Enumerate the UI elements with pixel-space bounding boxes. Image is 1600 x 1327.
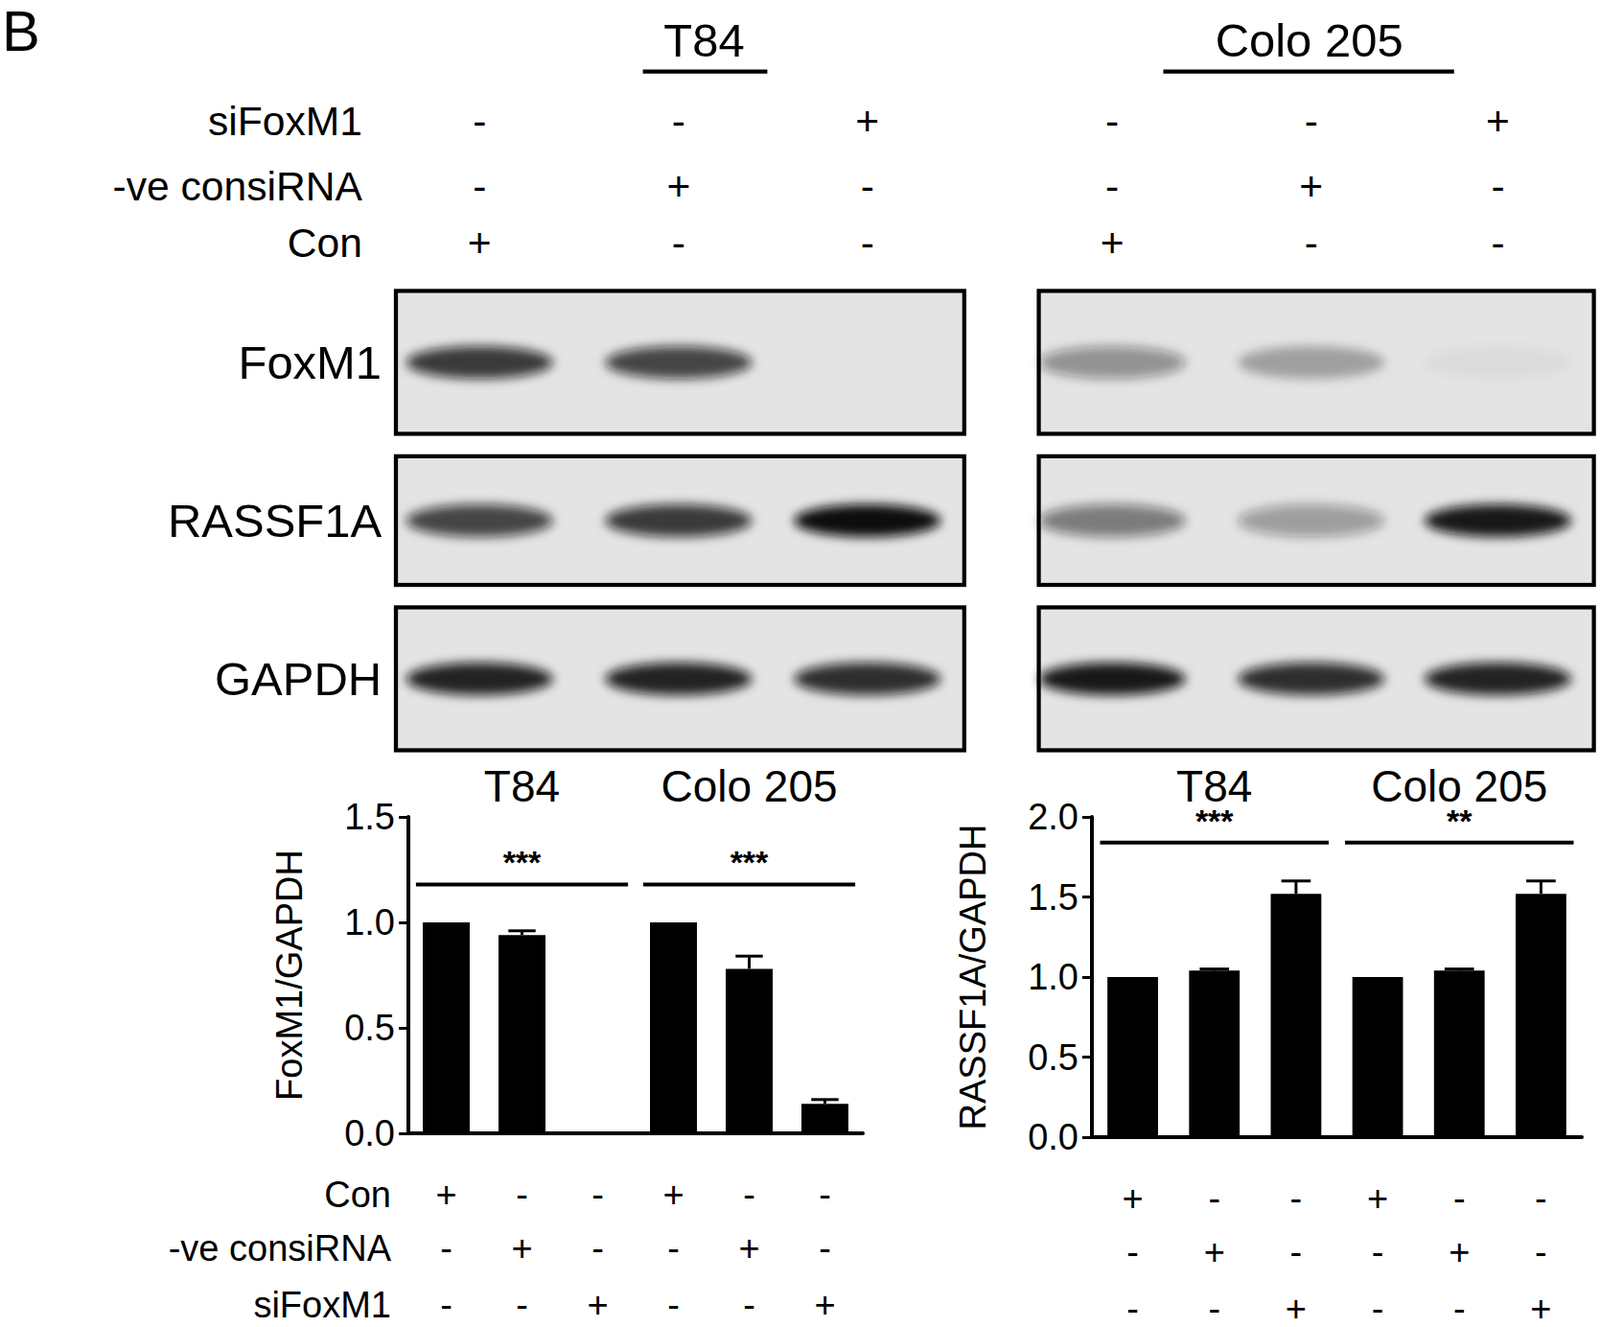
svg-text:T84: T84 [663, 14, 744, 67]
svg-text:Colo 205: Colo 205 [660, 761, 837, 812]
svg-text:-: - [440, 1284, 453, 1325]
svg-text:+: + [1121, 1178, 1143, 1219]
svg-text:1.5: 1.5 [344, 796, 395, 837]
svg-text:2.0: 2.0 [1027, 796, 1079, 837]
svg-text:-ve consiRNA: -ve consiRNA [168, 1228, 393, 1269]
svg-text:Colo 205: Colo 205 [1215, 14, 1404, 67]
svg-text:-: - [1371, 1231, 1385, 1273]
svg-text:+: + [666, 162, 691, 209]
svg-text:GAPDH: GAPDH [214, 652, 382, 705]
svg-text:-: - [472, 97, 487, 144]
svg-text:+: + [855, 97, 880, 144]
svg-text:-: - [1534, 1231, 1548, 1273]
svg-text:+: + [586, 1284, 608, 1325]
svg-text:-: - [440, 1228, 453, 1269]
svg-text:RASSF1A: RASSF1A [167, 494, 382, 547]
svg-text:0.5: 0.5 [344, 1007, 395, 1048]
svg-text:-: - [515, 1284, 529, 1325]
svg-text:-: - [742, 1174, 756, 1215]
svg-text:+: + [510, 1228, 533, 1269]
svg-text:-: - [1126, 1288, 1139, 1327]
svg-text:-: - [1126, 1231, 1139, 1273]
svg-text:+: + [1530, 1288, 1552, 1327]
svg-text:FoxM1/GAPDH: FoxM1/GAPDH [269, 849, 310, 1101]
svg-text:-: - [472, 162, 487, 209]
svg-text:-: - [1371, 1288, 1385, 1327]
svg-text:+: + [1204, 1231, 1226, 1273]
svg-text:+: + [1367, 1178, 1389, 1219]
svg-text:1.0: 1.0 [344, 902, 395, 943]
svg-text:+: + [467, 219, 492, 266]
svg-text:Colo 205: Colo 205 [1370, 761, 1548, 812]
svg-text:-: - [1304, 219, 1319, 266]
svg-text:+: + [435, 1174, 457, 1215]
svg-text:+: + [662, 1174, 684, 1215]
svg-text:Con: Con [287, 219, 363, 266]
svg-text:siFoxM1: siFoxM1 [208, 97, 363, 144]
svg-text:-: - [591, 1174, 604, 1215]
svg-text:-: - [1490, 162, 1505, 209]
svg-text:-: - [818, 1174, 832, 1215]
svg-text:0.0: 0.0 [1027, 1116, 1079, 1158]
svg-text:-ve consiRNA: -ve consiRNA [113, 162, 364, 209]
svg-text:-: - [667, 1284, 680, 1325]
svg-text:-: - [591, 1228, 604, 1269]
svg-text:0.0: 0.0 [344, 1113, 395, 1154]
svg-text:0.5: 0.5 [1027, 1037, 1079, 1078]
svg-text:FoxM1: FoxM1 [237, 336, 382, 389]
svg-text:***: *** [730, 843, 769, 881]
svg-text:-: - [1207, 1288, 1221, 1327]
svg-text:-: - [667, 1228, 680, 1269]
svg-text:-: - [860, 219, 875, 266]
svg-text:-: - [1534, 1178, 1548, 1219]
svg-text:+: + [1448, 1231, 1470, 1273]
svg-text:-: - [672, 97, 686, 144]
svg-text:-: - [1453, 1178, 1466, 1219]
svg-text:+: + [813, 1284, 835, 1325]
svg-text:RASSF1A/GAPDH: RASSF1A/GAPDH [952, 824, 994, 1131]
svg-text:B: B [1, 0, 41, 64]
svg-text:T84: T84 [484, 761, 560, 812]
svg-text:siFoxM1: siFoxM1 [253, 1284, 392, 1325]
svg-text:+: + [1100, 219, 1125, 266]
svg-text:-: - [672, 219, 686, 266]
svg-text:-: - [1453, 1288, 1466, 1327]
svg-text:-: - [860, 162, 875, 209]
svg-text:Con: Con [324, 1174, 392, 1215]
svg-text:1.5: 1.5 [1027, 877, 1079, 918]
svg-text:+: + [1285, 1288, 1307, 1327]
svg-text:+: + [1298, 162, 1323, 209]
svg-text:-: - [515, 1174, 529, 1215]
svg-text:T84: T84 [1176, 761, 1253, 812]
svg-text:***: *** [503, 843, 542, 881]
svg-text:-: - [742, 1284, 756, 1325]
svg-text:-: - [1105, 162, 1119, 209]
svg-text:-: - [1290, 1178, 1303, 1219]
svg-text:-: - [1304, 97, 1319, 144]
svg-text:-: - [1490, 219, 1505, 266]
svg-text:-: - [1207, 1178, 1221, 1219]
svg-text:-: - [1290, 1231, 1303, 1273]
svg-text:-: - [1105, 97, 1119, 144]
svg-text:-: - [818, 1228, 832, 1269]
svg-text:+: + [738, 1228, 760, 1269]
svg-text:1.0: 1.0 [1027, 956, 1079, 998]
svg-text:+: + [1485, 97, 1510, 144]
